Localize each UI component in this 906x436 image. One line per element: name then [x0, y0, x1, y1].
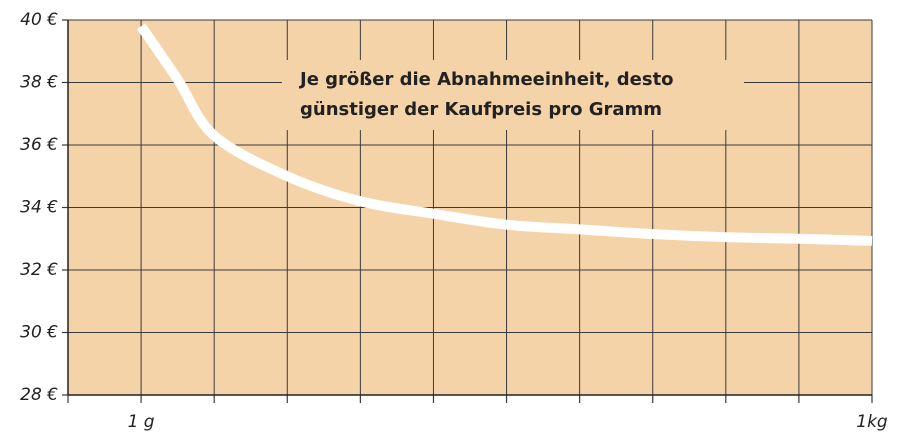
y-tick-label: 36 €	[20, 135, 58, 155]
annotation-background	[282, 60, 744, 130]
y-tick-label: 30 €	[20, 323, 58, 343]
y-tick-label: 40 €	[20, 10, 58, 30]
x-tick-label: 1 g	[128, 412, 155, 432]
x-tick-label: 1kg	[856, 412, 888, 432]
annotation: günstiger der Kaufpreis pro Gramm	[300, 99, 662, 120]
price-curve	[136, 23, 873, 246]
y-tick-label: 28 €	[20, 385, 58, 405]
y-tick-label: 32 €	[20, 260, 58, 280]
y-tick-label: 38 €	[20, 73, 58, 93]
y-tick-label: 34 €	[20, 198, 58, 218]
annotation: Je größer die Abnahmeeinheit, desto	[298, 69, 674, 90]
